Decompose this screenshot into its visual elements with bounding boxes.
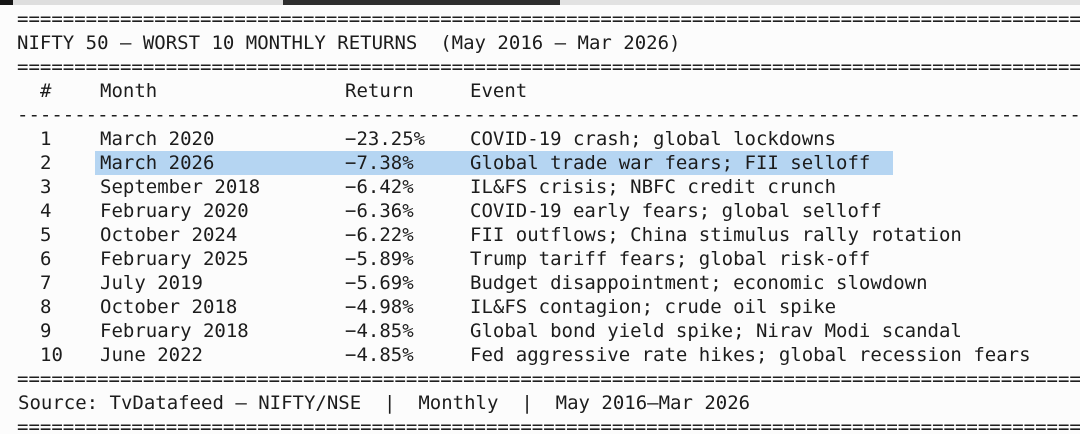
table-row: 2 March 2026 −7.38% Global trade war fea… <box>0 151 1080 175</box>
row-return: −5.69% <box>345 272 414 294</box>
row-return: −6.22% <box>345 224 414 246</box>
title-bottom-rule: ========================================… <box>17 56 1080 78</box>
row-month: February 2020 <box>100 200 249 222</box>
table-row: 9 February 2018 −4.85% Global bond yield… <box>0 319 1080 343</box>
table-row: 10 June 2022 −4.85% Fed aggressive rate … <box>0 343 1080 367</box>
row-month: February 2025 <box>100 248 249 270</box>
header-event: Event <box>470 80 528 102</box>
row-return: −4.98% <box>345 296 414 318</box>
row-highlight-band <box>95 151 893 175</box>
row-month: March 2026 <box>100 152 215 174</box>
table-row: 1 March 2020 −23.25% COVID-19 crash; glo… <box>0 127 1080 151</box>
row-return: −23.25% <box>345 128 426 150</box>
row-rank: 2 <box>40 152 52 174</box>
table-body: 1 March 2020 −23.25% COVID-19 crash; glo… <box>0 127 1080 367</box>
row-return: −6.36% <box>345 200 414 222</box>
row-event: FII outflows; China stimulus rally rotat… <box>470 224 962 246</box>
row-rank: 1 <box>40 128 52 150</box>
header-rank: # <box>40 80 52 102</box>
source-line: Source: TvDatafeed — NIFTY/NSE | Monthly… <box>18 392 751 414</box>
row-event: COVID-19 crash; global lockdowns <box>470 128 837 150</box>
row-return: −6.42% <box>345 176 414 198</box>
row-return: −5.89% <box>345 248 414 270</box>
row-rank: 7 <box>40 272 52 294</box>
row-event: IL&FS contagion; crude oil spike <box>470 296 837 318</box>
row-event: Global trade war fears; FII selloff <box>470 152 871 174</box>
row-rank: 10 <box>40 344 63 366</box>
artifact-segment <box>0 0 13 5</box>
row-rank: 8 <box>40 296 52 318</box>
row-event: Trump tariff fears; global risk-off <box>470 248 871 270</box>
table-row: 4 February 2020 −6.36% COVID-19 early fe… <box>0 199 1080 223</box>
row-event: Fed aggressive rate hikes; global recess… <box>470 344 1031 366</box>
row-return: −4.85% <box>345 320 414 342</box>
row-rank: 4 <box>40 200 52 222</box>
bottom-rule: ========================================… <box>17 416 1080 434</box>
header-month: Month <box>100 80 158 102</box>
header-return: Return <box>345 80 414 102</box>
row-rank: 3 <box>40 176 52 198</box>
table-row: 6 February 2025 −5.89% Trump tariff fear… <box>0 247 1080 271</box>
row-return: −7.38% <box>345 152 414 174</box>
row-month: June 2022 <box>100 344 203 366</box>
page-title: NIFTY 50 — WORST 10 MONTHLY RETURNS (May… <box>17 32 681 54</box>
table-row: 7 July 2019 −5.69% Budget disappointment… <box>0 271 1080 295</box>
row-event: IL&FS crisis; NBFC credit crunch <box>470 176 837 198</box>
header-dash-rule: ----------------------------------------… <box>17 104 1080 126</box>
row-rank: 9 <box>40 320 52 342</box>
row-month: March 2020 <box>100 128 215 150</box>
artifact-segment <box>13 0 283 5</box>
row-return: −4.85% <box>345 344 414 366</box>
row-month: February 2018 <box>100 320 249 342</box>
row-event: COVID-19 early fears; global selloff <box>470 200 882 222</box>
table-row: 8 October 2018 −4.98% IL&FS contagion; c… <box>0 295 1080 319</box>
row-month: September 2018 <box>100 176 261 198</box>
row-rank: 6 <box>40 248 52 270</box>
artifact-segment <box>283 0 560 5</box>
top-rule: ========================================… <box>17 8 1080 30</box>
row-event: Budget disappointment; economic slowdown <box>470 272 928 294</box>
table-row: 3 September 2018 −6.42% IL&FS crisis; NB… <box>0 175 1080 199</box>
table-header-row: # Month Return Event <box>0 79 1080 103</box>
row-month: October 2024 <box>100 224 238 246</box>
footer-top-rule: ========================================… <box>17 368 1080 390</box>
top-edge-artifact <box>0 0 1080 5</box>
artifact-segment <box>560 0 1080 5</box>
table-row: 5 October 2024 −6.22% FII outflows; Chin… <box>0 223 1080 247</box>
row-month: October 2018 <box>100 296 238 318</box>
row-event: Global bond yield spike; Nirav Modi scan… <box>470 320 962 342</box>
row-rank: 5 <box>40 224 52 246</box>
row-month: July 2019 <box>100 272 203 294</box>
